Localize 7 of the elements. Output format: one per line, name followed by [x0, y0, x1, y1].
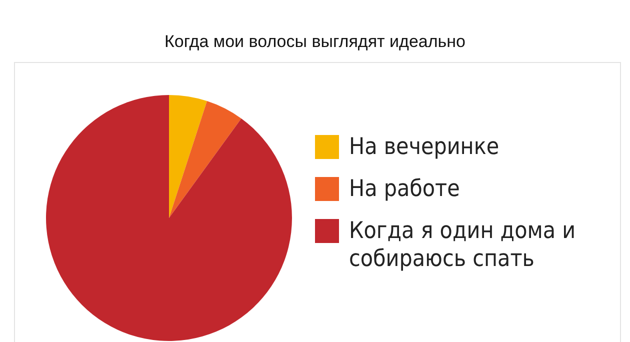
pie-slice [169, 95, 208, 218]
pie-slice [169, 101, 242, 218]
legend-label: На работе [349, 175, 461, 203]
legend-label: Когда я один дома и собираюсь спать [349, 217, 577, 273]
pie-slice [46, 95, 292, 341]
legend-label: На вечеринке [349, 133, 500, 161]
chart-title: Когда мои волосы выглядят идеально [164, 32, 466, 52]
